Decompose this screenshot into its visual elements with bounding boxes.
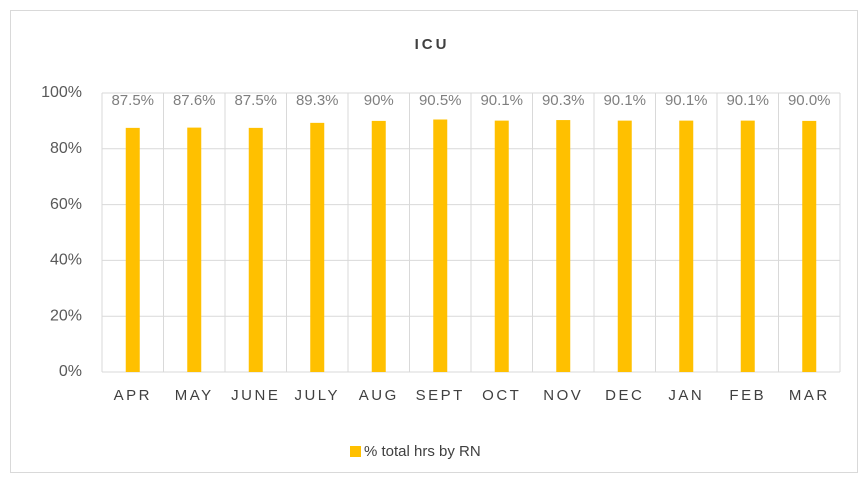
bar — [802, 120, 817, 373]
bar — [679, 120, 694, 372]
data-label: 90.5% — [419, 92, 462, 109]
data-label: 90.1% — [480, 92, 523, 109]
bar — [371, 120, 386, 373]
x-tick-label: FEB — [729, 387, 766, 404]
x-tick-label: JUNE — [231, 387, 280, 404]
y-tick-label: 80% — [50, 140, 82, 157]
bar — [433, 119, 448, 372]
y-tick-label: 100% — [41, 84, 82, 101]
bar — [187, 127, 202, 372]
legend-swatch — [350, 446, 361, 457]
x-tick-label: MAR — [789, 387, 830, 404]
data-label: 90% — [364, 92, 394, 109]
data-label: 90.1% — [726, 92, 769, 109]
x-tick-label: JAN — [668, 387, 704, 404]
legend-label: % total hrs by RN — [364, 443, 481, 460]
bar — [556, 120, 571, 372]
data-label: 89.3% — [296, 92, 339, 109]
chart-title: ICU — [415, 36, 450, 53]
bar — [740, 120, 755, 372]
x-tick-label: APR — [114, 387, 152, 404]
data-label: 90.1% — [665, 92, 708, 109]
x-tick-label: SEPT — [416, 387, 465, 404]
data-label: 90.3% — [542, 92, 585, 109]
bar — [494, 120, 509, 372]
y-tick-label: 20% — [50, 307, 82, 324]
data-label: 90.1% — [603, 92, 646, 109]
data-label: 87.6% — [173, 92, 216, 109]
bar — [617, 120, 632, 372]
x-tick-label: JULY — [294, 387, 340, 404]
x-tick-label: DEC — [605, 387, 644, 404]
x-tick-label: NOV — [543, 387, 583, 404]
data-label: 87.5% — [234, 92, 277, 109]
x-tick-label: OCT — [482, 387, 521, 404]
data-label: 90.0% — [788, 92, 831, 109]
y-tick-label: 0% — [59, 363, 82, 380]
bar — [248, 127, 263, 372]
data-label: 87.5% — [111, 92, 154, 109]
y-tick-label: 60% — [50, 196, 82, 213]
x-tick-label: AUG — [359, 387, 399, 404]
y-tick-label: 40% — [50, 252, 82, 269]
bar — [125, 127, 140, 372]
x-tick-label: MAY — [175, 387, 214, 404]
bar — [310, 122, 325, 372]
